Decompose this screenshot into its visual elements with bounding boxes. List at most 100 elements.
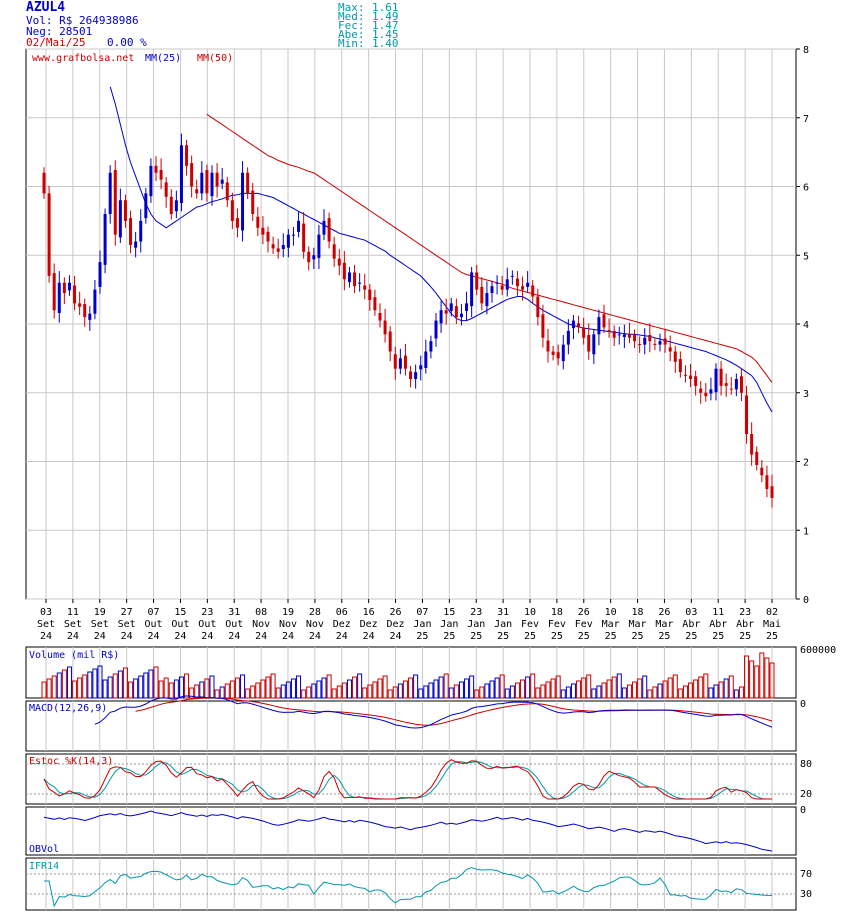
change-text: 0.00 %	[107, 36, 147, 49]
candle-body	[47, 193, 51, 276]
date-tick-day: 31	[497, 607, 509, 618]
volume-bar	[357, 673, 363, 699]
candle-body	[729, 388, 733, 390]
volume-bar	[92, 668, 98, 699]
candle-body	[103, 214, 107, 265]
candle-body	[200, 172, 204, 194]
date-tick-day: 18	[632, 607, 644, 618]
date-tick-year: 25	[685, 631, 697, 642]
date-tick-day: 26	[578, 607, 590, 618]
candle-body	[276, 248, 280, 252]
volume-bar	[331, 688, 337, 699]
volume-bar	[402, 680, 408, 699]
candle-body	[256, 216, 260, 228]
candle-body	[566, 330, 570, 345]
date-tick-month: Out	[171, 619, 189, 630]
date-tick-year: 24	[174, 631, 186, 642]
candle-body	[622, 334, 626, 338]
volume-bar	[606, 679, 612, 699]
date-tick-month: Nov	[252, 619, 270, 630]
candle-body	[230, 200, 234, 221]
candle-body	[765, 475, 769, 489]
candle-body	[658, 341, 662, 345]
volume-bar	[77, 677, 83, 699]
candle-body	[556, 352, 560, 359]
volume-ytick: 600000	[800, 645, 836, 656]
candle-body	[78, 303, 82, 307]
abe-label: Abe:	[338, 28, 365, 41]
volume-bar	[504, 688, 510, 699]
volume-bar	[311, 683, 317, 699]
candle-body	[709, 389, 713, 394]
volume-bar	[520, 679, 526, 699]
price-tick-label: 5	[803, 251, 809, 262]
candle-body	[526, 282, 530, 287]
date-tick-month: Out	[225, 619, 243, 630]
volume-bar	[754, 665, 760, 699]
date-tick-year: 24	[148, 631, 160, 642]
date-tick-day: 27	[121, 607, 133, 618]
candle-body	[403, 355, 407, 369]
candle-body	[495, 282, 499, 284]
date-tick-day: 18	[551, 607, 563, 618]
volume-bar	[550, 678, 556, 699]
volume-bar	[453, 684, 459, 699]
date-tick-month: Dez	[387, 619, 405, 630]
volume-bar	[102, 679, 108, 699]
date-tick-month: Jan	[467, 619, 485, 630]
volume-bar	[728, 675, 734, 699]
ifr-line	[44, 867, 773, 908]
volume-panel-frame	[25, 646, 797, 699]
date-tick-year: 25	[632, 631, 644, 642]
candle-body	[505, 279, 509, 290]
date-tick-month: Mar	[602, 619, 620, 630]
date-tick-year: 24	[94, 631, 106, 642]
candle-body	[648, 335, 652, 342]
date-tick-month: Nov	[306, 619, 324, 630]
candle-body	[592, 334, 596, 355]
candle-body	[449, 303, 453, 311]
med-value: 1.49	[372, 10, 399, 23]
date-tick-day: 07	[148, 607, 160, 618]
volume-bar	[647, 689, 653, 699]
volume-bar	[555, 675, 561, 699]
candle-body	[302, 223, 306, 252]
candle-body	[210, 172, 214, 197]
candle-body	[739, 376, 743, 393]
candle-body	[368, 289, 372, 300]
candle-body	[607, 330, 611, 332]
date-tick-year: 25	[443, 631, 455, 642]
date-tick-day: 11	[67, 607, 79, 618]
date-tick-month: Fev	[521, 619, 539, 630]
stoch-k-line	[43, 759, 772, 800]
date-tick-day: 15	[443, 607, 455, 618]
candle-body	[246, 172, 250, 194]
volume-bar	[133, 678, 139, 699]
volume-bar	[168, 682, 174, 699]
date-axis: 03Set2411Set2419Set2427Set2407Out2415Out…	[37, 599, 781, 642]
candle-body	[205, 170, 209, 194]
med-label: Med:	[338, 10, 365, 23]
volume-bar	[469, 675, 475, 699]
date-tick-year: 24	[228, 631, 240, 642]
date-tick-year: 24	[282, 631, 294, 642]
candle-body	[62, 282, 66, 294]
volume-bar	[596, 685, 602, 699]
candle-body	[485, 293, 489, 307]
volume-bar	[87, 671, 93, 699]
volume-bar	[418, 688, 424, 699]
date-tick-month: Set	[91, 619, 109, 630]
candle-body	[612, 330, 616, 338]
volume-bar	[764, 657, 770, 699]
date-tick-day: 26	[658, 607, 670, 618]
volume-bar	[97, 665, 103, 699]
volume-bar	[336, 685, 342, 699]
candle-body	[577, 323, 581, 328]
volume-bar	[576, 680, 582, 699]
candle-body	[42, 172, 46, 194]
candle-body	[129, 218, 133, 245]
candle-body	[470, 272, 474, 307]
volume-bar	[738, 686, 744, 699]
date-tick-day: 31	[228, 607, 240, 618]
date-tick-day: 23	[739, 607, 751, 618]
